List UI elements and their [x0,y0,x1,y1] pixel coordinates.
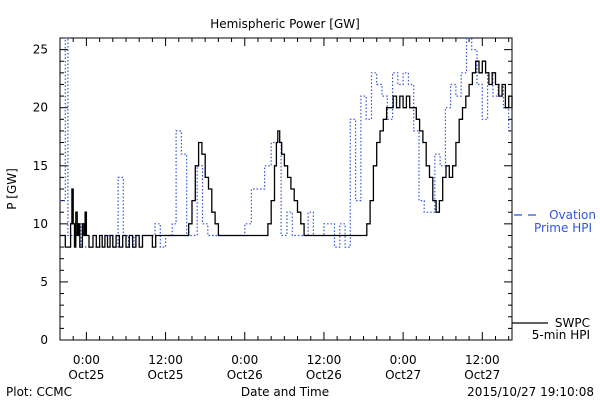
y-tick-label: 25 [33,43,48,57]
x-tick-label-time: 0:00 [231,353,258,367]
series-ovation-prime-hpi [60,37,512,248]
plot-timestamp: 2015/10/27 19:10:08 [467,385,594,399]
x-axis: 0:00Oct2512:00Oct250:00Oct2612:00Oct260:… [59,38,510,382]
y-tick-label: 10 [33,217,48,231]
y-axis-label: P [GW] [5,168,19,210]
plot-credit: Plot: CCMC [6,385,72,399]
legend-ovation-label-2: Prime HPI [534,221,592,235]
x-tick-label-date: Oct26 [227,368,263,382]
x-tick-label-time: 12:00 [307,353,342,367]
y-tick-label: 20 [33,101,48,115]
x-tick-label-time: 0:00 [73,353,100,367]
legend-ovation-label-1: Ovation [549,208,596,222]
legend-swpc-label-2: 5-min HPI [532,328,590,342]
x-tick-label-time: 0:00 [390,353,417,367]
x-tick-label-time: 12:00 [465,353,500,367]
y-tick-label: 15 [33,159,48,173]
legend-swpc-label-1: SWPC [555,316,590,330]
x-tick-label-time: 12:00 [148,353,183,367]
x-axis-label: Date and Time [241,385,329,399]
y-axis: 0 5 10 15 20 25 [33,37,512,347]
x-tick-label-date: Oct27 [385,368,421,382]
y-tick-label: 5 [40,275,48,289]
x-tick-label-date: Oct25 [148,368,184,382]
plot-frame [59,37,513,341]
y-tick-label: 0 [40,333,48,347]
x-tick-label-date: Oct26 [306,368,342,382]
x-tick-label-date: Oct27 [464,368,500,382]
x-tick-label-date: Oct25 [68,368,104,382]
series-swpc-5min-hpi [60,60,513,248]
chart-title: Hemispheric Power [GW] [210,17,360,31]
